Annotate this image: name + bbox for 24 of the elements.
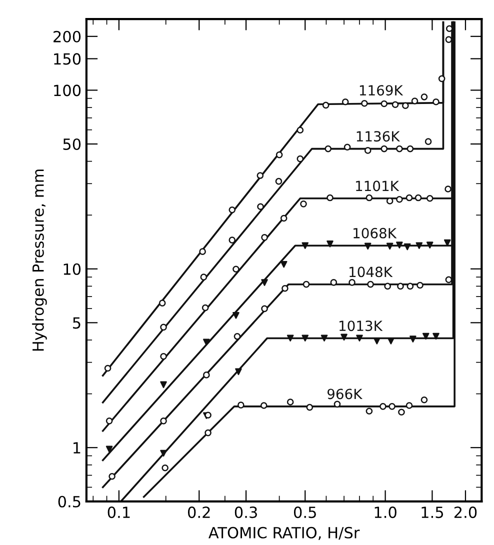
x-tick-label: 0.2 (188, 506, 210, 518)
series-label: 966K (327, 388, 363, 400)
y-tick-label: 200 (54, 30, 81, 42)
x-tick-label: 0.3 (234, 506, 257, 518)
series-label: 1169K (360, 85, 404, 96)
y-tick-label: 0.5 (58, 496, 80, 508)
y-tick-label: 5 (73, 317, 80, 329)
series-label: 1136K (356, 131, 400, 142)
series-label: 1068K (354, 228, 397, 238)
y-tick-label: 150 (54, 53, 81, 65)
y-axis-title: Hydrogen Pressure, mm (32, 170, 47, 351)
x-tick-label: 2.0 (454, 506, 477, 518)
y-tick-label: 100 (54, 84, 81, 96)
x-axis-title: ATOMIC RATIO, H/Sr (208, 526, 360, 540)
series-label: 1048K (350, 266, 393, 278)
x-tick-label: 1.5 (422, 506, 444, 518)
series-label: 1101K (356, 180, 400, 192)
y-tick-label: 50 (63, 138, 81, 150)
y-tick-label: 1 (74, 442, 80, 454)
x-tick-label: 0.1 (108, 506, 130, 518)
x-tick-label: 1.0 (374, 506, 396, 518)
y-tick-label: 10 (64, 263, 81, 275)
series-label: 1013K (340, 320, 383, 332)
x-tick-label: 0.5 (294, 506, 316, 518)
